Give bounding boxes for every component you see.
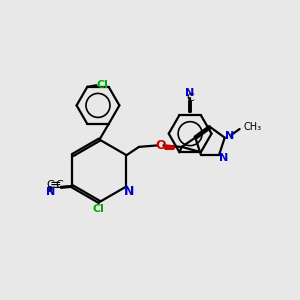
Text: N: N [219, 153, 228, 163]
Text: N: N [185, 88, 195, 98]
Text: C: C [56, 180, 63, 190]
Text: Cl: Cl [96, 80, 108, 90]
Text: O: O [155, 139, 166, 152]
Text: C: C [186, 93, 194, 103]
Text: N: N [123, 185, 134, 198]
Text: N: N [46, 188, 55, 197]
Text: C: C [46, 180, 54, 190]
Text: CH₃: CH₃ [244, 122, 262, 132]
Text: ≡: ≡ [49, 178, 61, 192]
Text: Cl: Cl [93, 204, 105, 214]
Text: N: N [225, 131, 234, 141]
